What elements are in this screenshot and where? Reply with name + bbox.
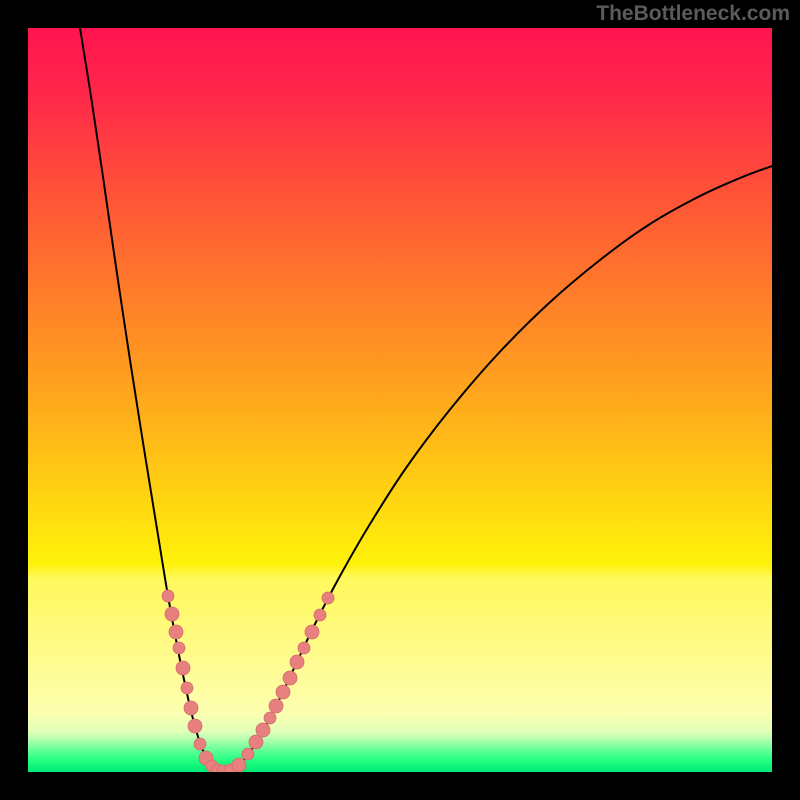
marker-point (176, 661, 190, 675)
marker-point (276, 685, 290, 699)
marker-point (290, 655, 304, 669)
marker-point (305, 625, 319, 639)
marker-point (165, 607, 179, 621)
marker-point (232, 758, 246, 772)
marker-point (283, 671, 297, 685)
marker-point (194, 738, 206, 750)
chart-svg: TheBottleneck.com (0, 0, 800, 800)
marker-point (314, 609, 326, 621)
marker-point (264, 712, 276, 724)
marker-point (269, 699, 283, 713)
marker-point (322, 592, 334, 604)
marker-point (242, 748, 254, 760)
marker-point (188, 719, 202, 733)
marker-point (256, 723, 270, 737)
attribution-text: TheBottleneck.com (596, 2, 790, 25)
marker-point (298, 642, 310, 654)
marker-point (181, 682, 193, 694)
bottleneck-chart: TheBottleneck.com (0, 0, 800, 800)
marker-point (249, 735, 263, 749)
plot-background (28, 28, 772, 772)
marker-point (162, 590, 174, 602)
marker-point (169, 625, 183, 639)
marker-point (184, 701, 198, 715)
marker-point (173, 642, 185, 654)
